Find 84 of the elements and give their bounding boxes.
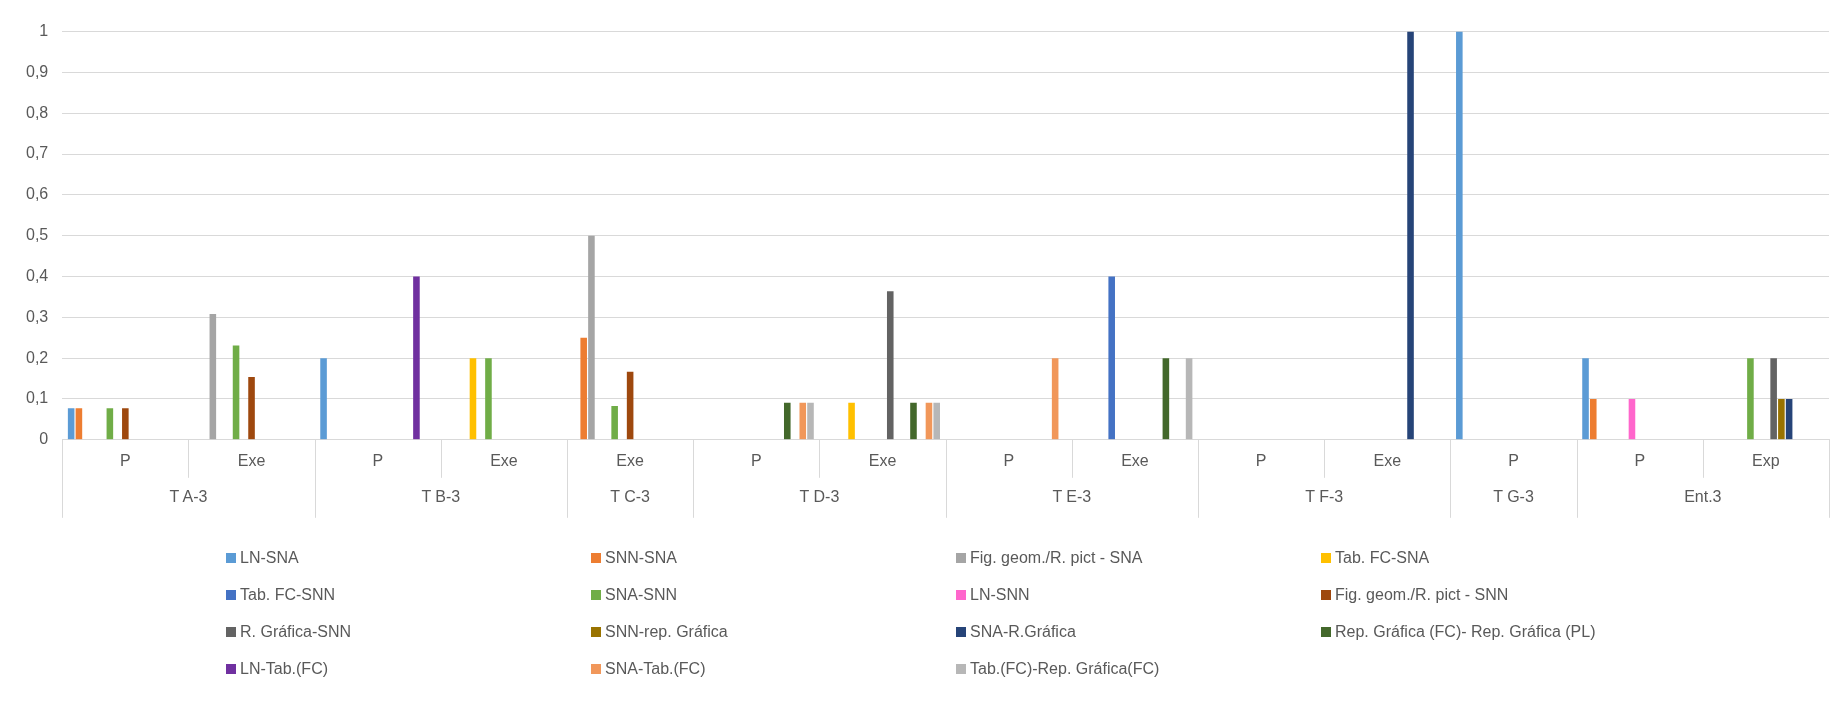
x-tick-label: Exe: [616, 451, 645, 469]
legend-label: SNA-Tab.(FC): [605, 659, 706, 678]
x-tick-label: Exp: [1752, 451, 1780, 469]
y-tick-label: 0,4: [25, 266, 49, 284]
x-tick-label: P: [750, 451, 762, 469]
legend-label: SNN-rep. Gráfica: [605, 622, 728, 641]
legend-label: SNN-SNA: [605, 548, 678, 567]
bar: [122, 408, 129, 440]
legend-label: Tab. FC-SNN: [240, 585, 336, 604]
bar: [626, 371, 634, 440]
bar: [784, 402, 791, 440]
bar: [1747, 358, 1754, 440]
x-tick-label: P: [1634, 451, 1646, 469]
x-tick-label: P: [120, 451, 131, 469]
text: T E-3: [1052, 488, 1092, 506]
bar: [413, 276, 420, 440]
x-tick-label: Exe: [237, 451, 266, 469]
bar: [886, 291, 894, 440]
legend-label: SNA-R.Gráfica: [970, 622, 1076, 641]
x-tick-label: Exe: [490, 451, 518, 469]
y-tick-label: 0,6: [25, 185, 49, 203]
bar: [1582, 358, 1589, 440]
bar: [1185, 358, 1193, 440]
legend-label: LN-SNA: [240, 548, 299, 567]
text: T F-3: [1305, 488, 1344, 506]
bar: [1407, 31, 1414, 440]
bar: [209, 314, 217, 440]
bar: [248, 376, 255, 440]
text: T A-3: [169, 488, 208, 506]
x-tick-label: P: [1255, 451, 1267, 469]
legend-label: LN-SNN: [970, 585, 1030, 604]
bar: [807, 402, 814, 440]
bar: [485, 358, 492, 440]
legend-label: LN-Tab.(FC): [240, 659, 329, 678]
bar: [580, 337, 587, 440]
y-tick-label: 0,2: [25, 348, 49, 366]
y-tick-label: 0,3: [25, 307, 49, 325]
legend-label: SNA-SNN: [605, 585, 678, 604]
bar: [1785, 398, 1793, 440]
bar: [1589, 398, 1597, 440]
legend-label: Tab.(FC)-Rep. Gráfica(FC): [970, 659, 1160, 678]
y-tick-label: 0,7: [25, 144, 49, 162]
bar: [1778, 398, 1785, 440]
bar: [320, 358, 327, 440]
legend-label: Rep. Gráfica (FC)- Rep. Gráfica (PL): [1335, 622, 1596, 641]
y-tick-label: 0,5: [25, 226, 49, 244]
bar: [75, 408, 83, 440]
legend-label: R. Gráfica-SNN: [240, 622, 352, 641]
bar: [1051, 358, 1059, 440]
legend-label: Tab. FC-SNA: [1335, 548, 1430, 567]
text: T B-3: [421, 488, 461, 506]
bar: [1456, 31, 1463, 440]
bar: [1162, 358, 1170, 440]
text: T C-3: [610, 488, 651, 506]
legend-label: Fig. geom./R. pict - SNA: [970, 548, 1143, 567]
x-tick-label: Exe: [1121, 451, 1149, 469]
text: T D-3: [799, 488, 840, 506]
x-tick-label: Exe: [1373, 451, 1402, 469]
bar: [1770, 358, 1777, 440]
bar: [933, 402, 940, 440]
bar: [106, 408, 114, 440]
bar: [799, 402, 807, 440]
y-tick-label: 0,9: [25, 62, 49, 80]
y-tick-label: 0: [39, 430, 49, 448]
bar: [1108, 276, 1115, 440]
bar: [925, 402, 933, 440]
bar: [848, 402, 855, 440]
x-tick-label: P: [1508, 451, 1519, 469]
x-tick-label: P: [1003, 451, 1015, 469]
x-tick-label: Exe: [868, 451, 897, 469]
bar: [67, 408, 75, 440]
text: T G-3: [1493, 488, 1534, 506]
bar: [588, 235, 595, 440]
bar: [611, 405, 618, 440]
y-tick-label: 1: [39, 22, 49, 40]
text: Ent.3: [1684, 488, 1722, 506]
bar: [469, 358, 477, 440]
bar: [910, 402, 917, 440]
x-tick-label: P: [372, 451, 384, 469]
bar: [1628, 398, 1636, 440]
bar: [232, 345, 240, 440]
y-tick-label: 0,8: [25, 103, 49, 121]
legend-label: Fig. geom./R. pict - SNN: [1335, 585, 1509, 604]
y-tick-label: 0,1: [25, 389, 49, 407]
